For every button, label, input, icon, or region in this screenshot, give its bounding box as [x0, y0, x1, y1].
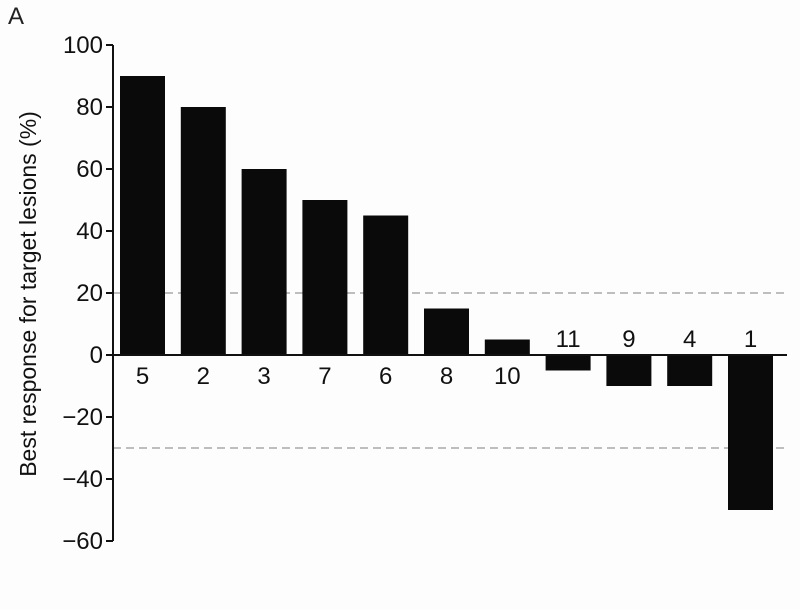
bar — [667, 355, 713, 386]
bar-label: 6 — [379, 363, 392, 390]
bar-label: 10 — [494, 363, 521, 390]
panel-label: A — [8, 3, 24, 30]
bar — [484, 339, 530, 355]
y-tick-label: 100 — [63, 32, 103, 59]
bar — [363, 215, 409, 355]
bar — [728, 355, 773, 510]
y-tick-label: −20 — [62, 404, 103, 431]
y-tick-label: −60 — [62, 528, 103, 555]
bar-label: 3 — [257, 363, 270, 390]
bar-label: 9 — [622, 326, 635, 353]
y-tick-label: 40 — [76, 218, 103, 245]
y-tick-label: 60 — [76, 156, 103, 183]
y-axis-label: Best response for target lesions (%) — [15, 111, 41, 477]
bar-label: 11 — [556, 326, 581, 353]
y-tick-label: 0 — [90, 342, 103, 369]
bar — [120, 76, 165, 355]
y-tick-label: 80 — [76, 94, 103, 121]
bar-label: 2 — [197, 363, 210, 390]
bar — [241, 169, 287, 355]
bar — [545, 355, 591, 371]
bar — [424, 308, 469, 355]
bar-label: 4 — [683, 326, 696, 353]
bar — [180, 107, 226, 355]
bar — [606, 355, 652, 386]
bar-label: 5 — [136, 363, 149, 390]
bar-label: 7 — [318, 363, 331, 390]
bar-label: 1 — [744, 326, 757, 353]
bar — [302, 200, 348, 355]
y-tick-label: −40 — [62, 466, 103, 493]
y-tick-label: 20 — [76, 280, 103, 307]
bar-label: 8 — [440, 363, 453, 390]
